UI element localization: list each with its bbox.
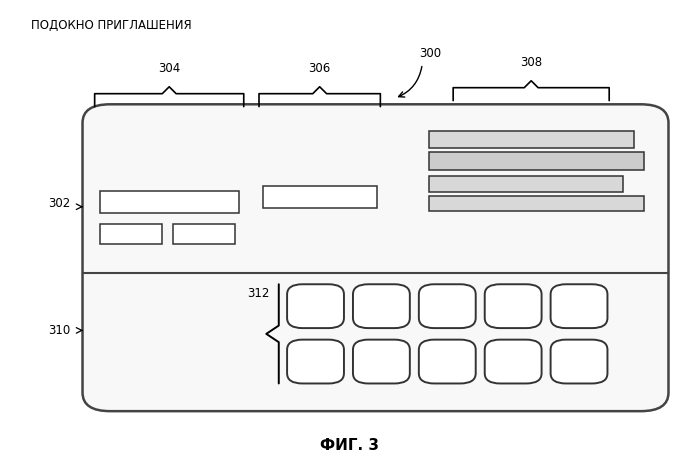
FancyBboxPatch shape xyxy=(551,340,607,383)
Text: 300: 300 xyxy=(419,48,441,60)
Text: ПОДОКНО ПРИГЛАШЕНИЯ: ПОДОКНО ПРИГЛАШЕНИЯ xyxy=(31,19,191,32)
FancyBboxPatch shape xyxy=(82,104,668,411)
FancyBboxPatch shape xyxy=(551,284,607,328)
Bar xyxy=(100,191,238,213)
FancyBboxPatch shape xyxy=(419,284,476,328)
Text: 306: 306 xyxy=(308,62,331,75)
Text: ФИГ. 3: ФИГ. 3 xyxy=(320,438,379,453)
FancyBboxPatch shape xyxy=(484,340,542,383)
Text: 308: 308 xyxy=(520,56,542,69)
FancyBboxPatch shape xyxy=(484,284,542,328)
Bar xyxy=(263,186,377,208)
FancyBboxPatch shape xyxy=(353,340,410,383)
Bar xyxy=(173,224,235,244)
FancyBboxPatch shape xyxy=(287,284,344,328)
Bar xyxy=(429,176,624,191)
Text: 312: 312 xyxy=(247,287,270,300)
Text: 304: 304 xyxy=(158,62,180,75)
Text: 310: 310 xyxy=(48,324,71,337)
Bar xyxy=(429,131,634,148)
FancyBboxPatch shape xyxy=(353,284,410,328)
Bar xyxy=(429,152,644,170)
Text: 302: 302 xyxy=(48,197,71,210)
FancyBboxPatch shape xyxy=(287,340,344,383)
Bar xyxy=(100,224,162,244)
Bar xyxy=(429,196,644,212)
FancyBboxPatch shape xyxy=(419,340,476,383)
